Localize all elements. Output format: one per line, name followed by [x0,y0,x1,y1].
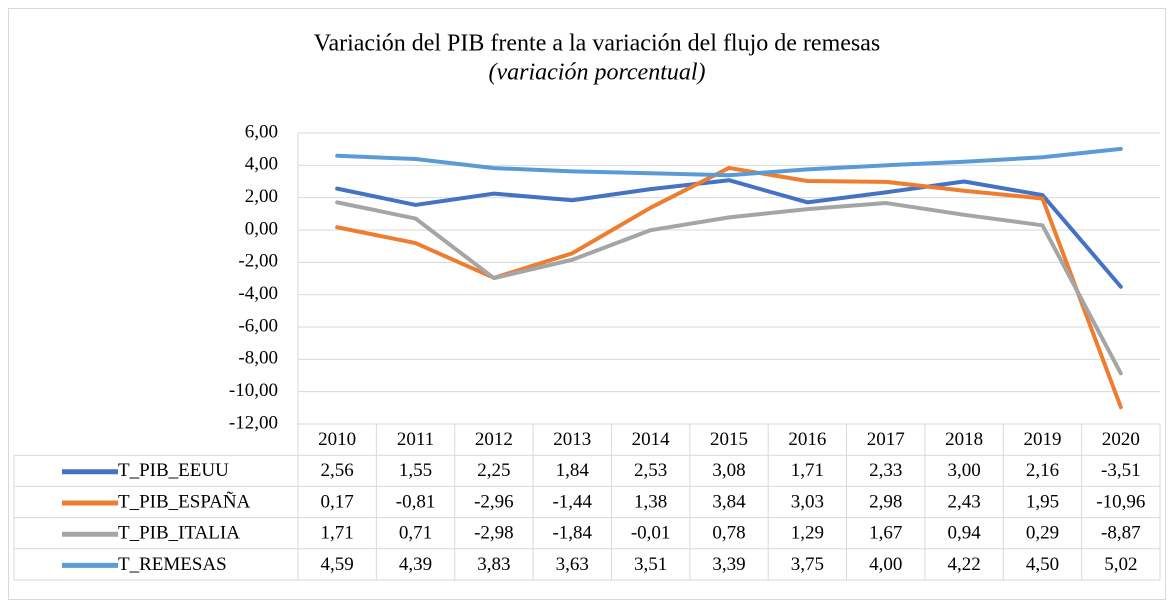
value-label: 2,16 [1026,460,1059,481]
series-line [335,178,1123,289]
y-tick-label: 4,00 [245,154,278,175]
x-tick-label: 2015 [710,429,748,450]
value-label: 1,84 [556,460,590,481]
y-tick-label: -4,00 [238,283,278,304]
value-label: 3,39 [712,554,745,575]
value-label: 0,29 [1026,523,1059,544]
value-label: -3,51 [1101,460,1141,481]
value-label: 0,71 [399,523,432,544]
value-label: 1,55 [399,460,432,481]
value-label: 2,33 [869,460,902,481]
chart-border [8,8,1166,600]
value-label: 3,84 [712,491,746,512]
value-label: 3,83 [477,554,510,575]
value-label: -1,44 [552,491,592,512]
series-line [335,165,1123,410]
y-tick-label: 2,00 [245,186,278,207]
value-label: 0,94 [947,523,981,544]
value-label: -0,01 [631,523,671,544]
value-label: -0,81 [396,491,436,512]
value-label: 3,00 [947,460,980,481]
value-label: 4,39 [399,554,432,575]
legend-label: T_PIB_ESPAÑA [118,490,251,512]
value-label: 0,17 [321,491,354,512]
value-label: -8,87 [1101,523,1141,544]
y-tick-label: -12,00 [229,412,278,433]
value-label: 3,03 [791,491,824,512]
y-tick-label: -10,00 [229,380,278,401]
x-tick-label: 2017 [867,429,905,450]
y-tick-label: -8,00 [238,348,278,369]
value-label: 1,95 [1026,491,1059,512]
y-tick-label: 6,00 [245,121,278,142]
value-label: 3,75 [791,554,824,575]
y-tick-label: -2,00 [238,251,278,272]
value-label: 1,71 [321,523,354,544]
value-label: 2,53 [634,460,667,481]
value-label: 2,25 [477,460,510,481]
legend-label: T_PIB_ITALIA [118,523,240,544]
value-label: 4,59 [321,554,354,575]
legend-label: T_REMESAS [118,554,227,575]
value-label: 4,50 [1026,554,1059,575]
value-label: 1,67 [869,523,902,544]
series-line [335,200,1123,376]
value-label: -1,84 [552,523,592,544]
x-tick-label: 2012 [475,429,513,450]
x-tick-label: 2010 [318,429,356,450]
value-label: 3,08 [712,460,745,481]
y-tick-label: -6,00 [238,315,278,336]
chart-subtitle: (variación porcentual) [488,60,705,86]
x-tick-label: 2016 [788,429,826,450]
value-label: 2,56 [321,460,354,481]
chart-title: Variación del PIB frente a la variación … [314,31,880,57]
value-label: 1,29 [791,523,824,544]
value-label: 4,22 [947,554,980,575]
value-label: 3,63 [556,554,589,575]
x-tick-label: 2018 [945,429,983,450]
value-label: -2,96 [474,491,514,512]
value-label: 0,78 [712,523,745,544]
value-label: -2,98 [474,523,514,544]
x-tick-label: 2020 [1102,429,1140,450]
value-label: -10,96 [1096,491,1145,512]
x-tick-label: 2013 [553,429,591,450]
x-tick-label: 2014 [632,429,671,450]
value-label: 1,38 [634,491,667,512]
y-tick-label: 0,00 [245,218,278,239]
x-tick-label: 2019 [1023,429,1061,450]
value-label: 4,00 [869,554,902,575]
value-label: 2,98 [869,491,902,512]
value-label: 3,51 [634,554,667,575]
value-label: 1,71 [791,460,824,481]
series-line [335,146,1123,178]
legend-label: T_PIB_EEUU [118,460,229,481]
x-tick-label: 2011 [397,429,434,450]
value-label: 2,43 [947,491,980,512]
value-label: 5,02 [1104,554,1137,575]
